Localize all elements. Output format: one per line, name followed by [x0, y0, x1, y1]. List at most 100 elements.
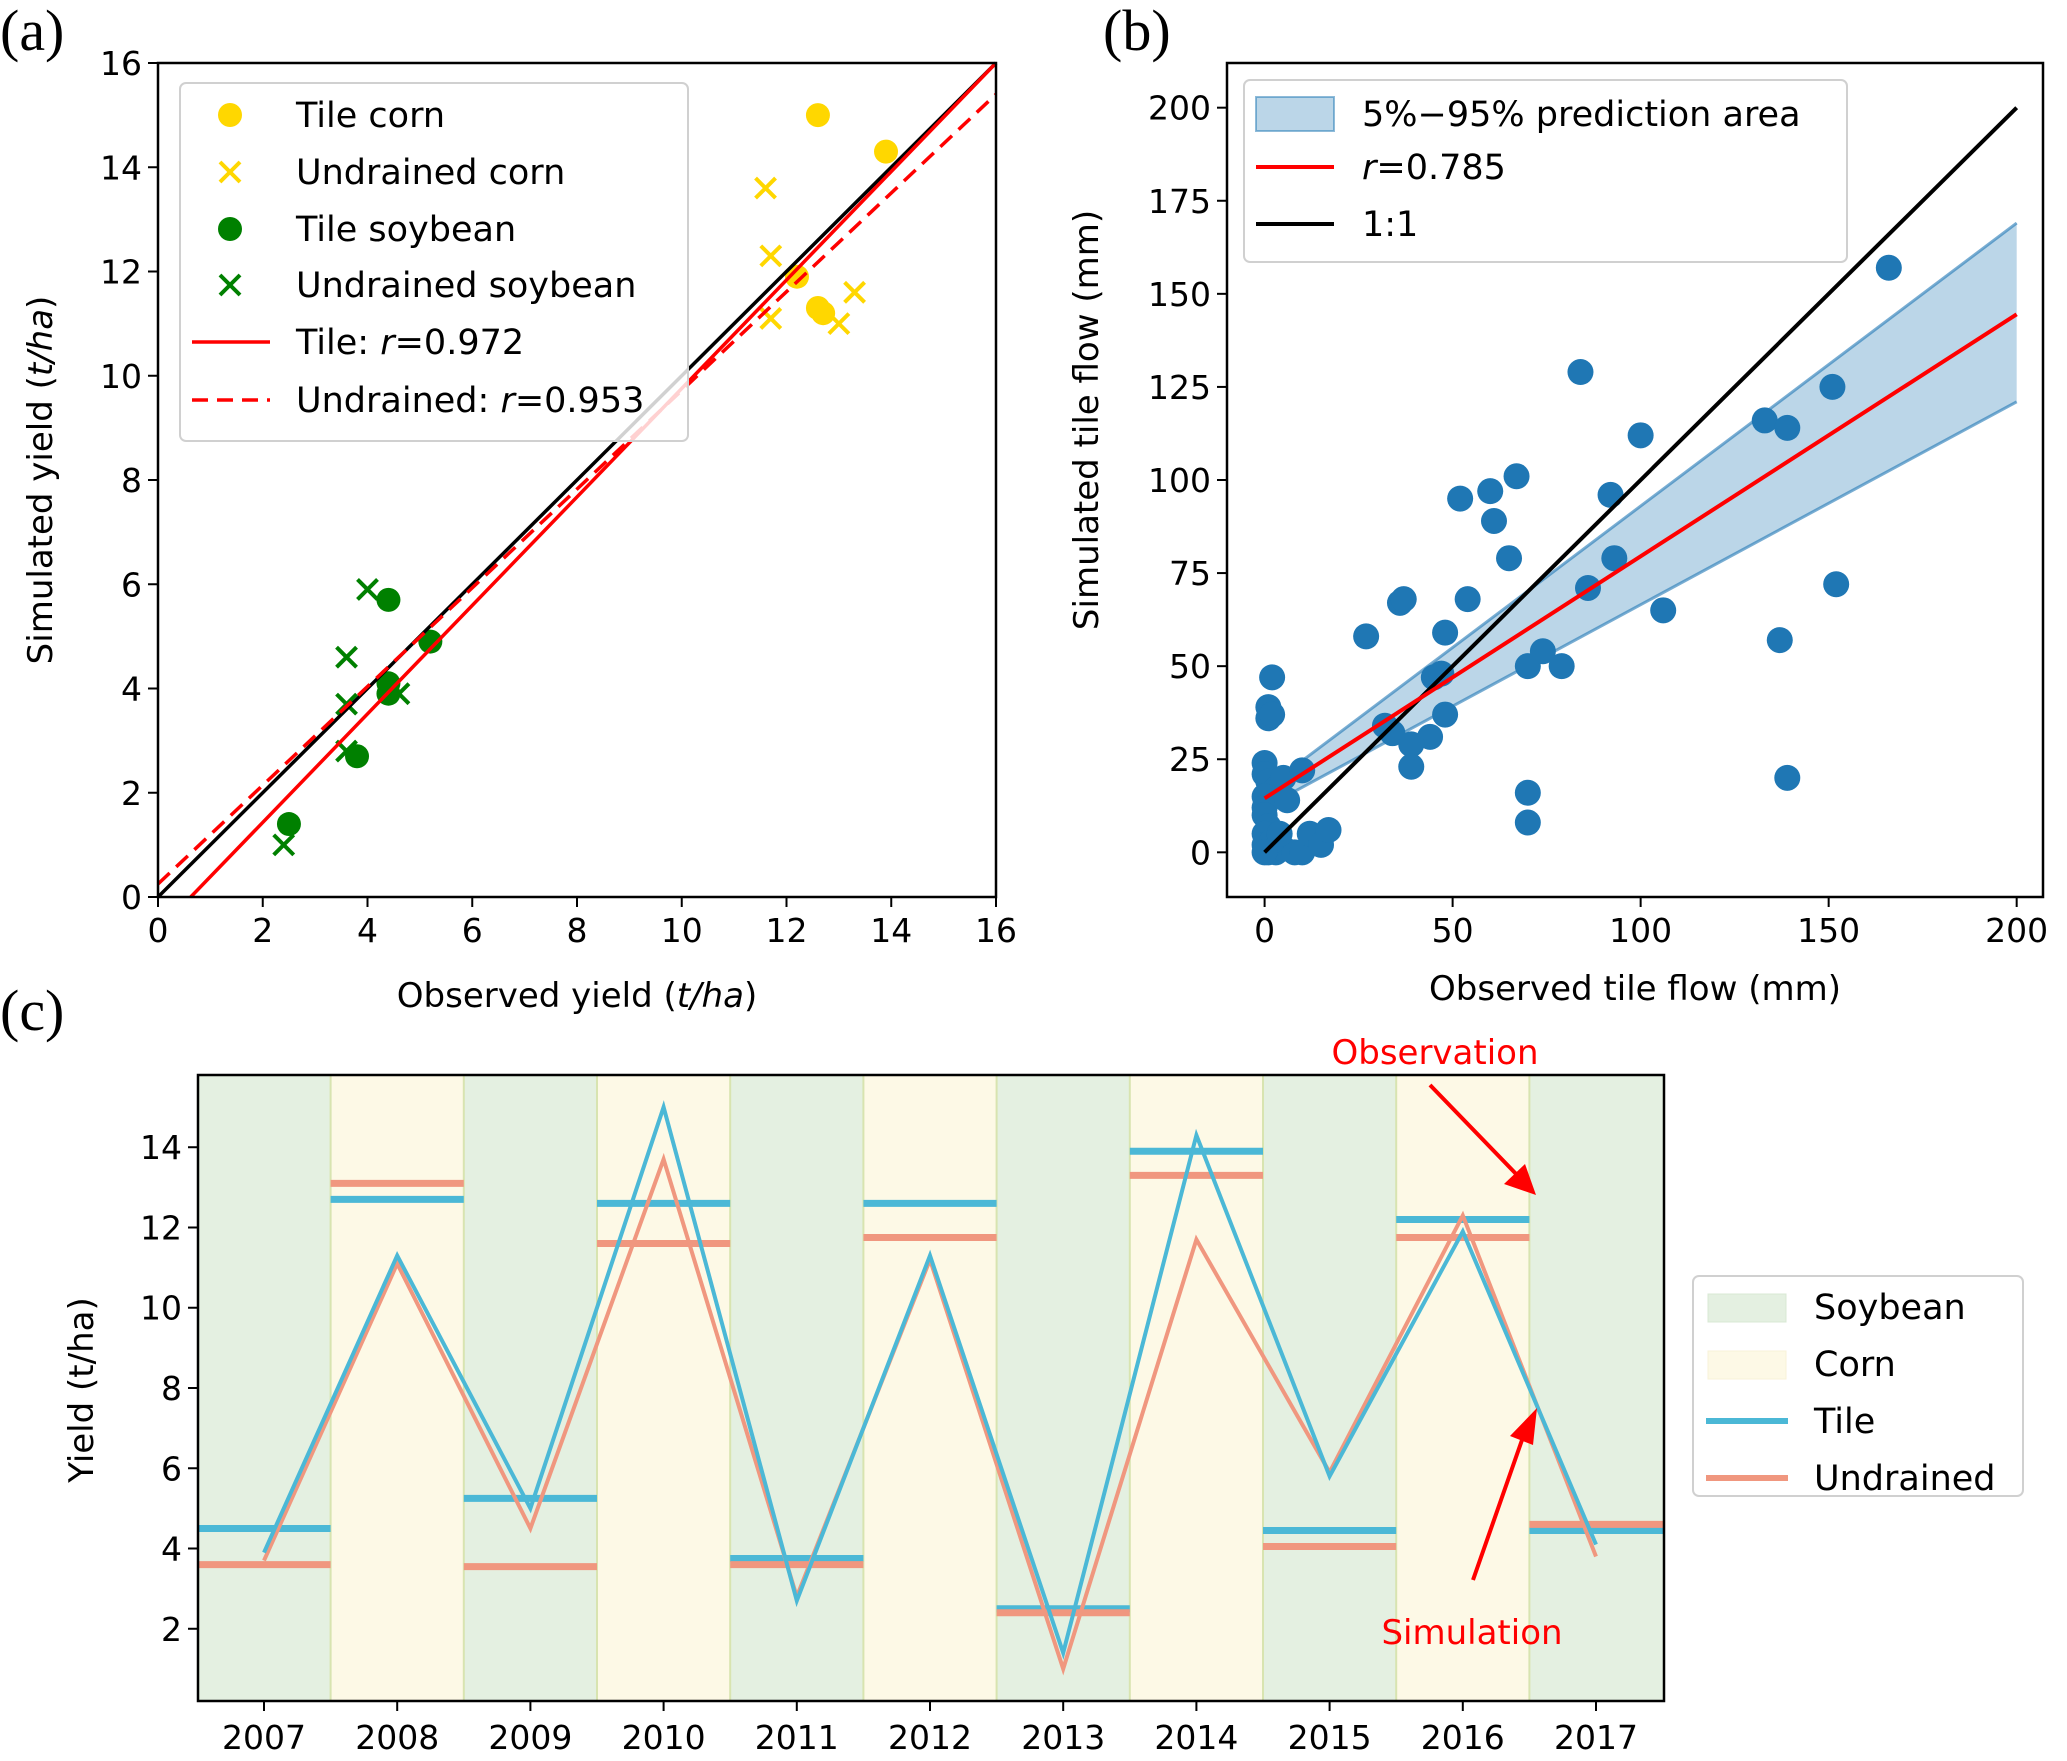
annotation-observation: Observation	[1331, 1033, 1538, 1073]
crop-band-corn	[863, 1075, 997, 1701]
panel-a-ytick-label: 0	[121, 878, 142, 917]
legend-swatch-soybean	[1707, 1293, 1787, 1323]
panel-b-line-fit	[1263, 312, 2018, 801]
panel-a-point-tile-soybean	[376, 587, 401, 612]
simulated-line-tile	[262, 1100, 1598, 1660]
crop-band-soybean	[1529, 1075, 1664, 1701]
panel-a-ytick-label: 6	[121, 565, 142, 604]
legend-marker-tile-soybean	[218, 217, 242, 241]
panel-label-c: (c)	[0, 978, 64, 1043]
panel-c-ytick-label: 8	[161, 1369, 182, 1408]
panel-b-point	[1454, 586, 1481, 613]
panel-a-xpoint-undrained-soybean-stroke2	[335, 739, 358, 763]
panel-b-scatter: 0 50 100 150 200 0 25 50 75 100 125 150 175 200 Obser…	[1067, 61, 2048, 1009]
panel-c-ytick-label: 2	[161, 1610, 182, 1649]
panel-b-point	[1390, 586, 1417, 613]
legend-marker-undrained-corn-stroke2	[218, 160, 242, 184]
prediction-band-upper	[1263, 221, 2018, 791]
legend-label: Tile soybean	[295, 210, 516, 250]
annotation-observation-arrowhead	[1504, 1164, 1536, 1195]
panel-b-xlabel: Observed tile flow (mm)	[1429, 969, 1841, 1009]
crop-band-soybean	[730, 1075, 864, 1701]
panel-b-point	[1480, 507, 1507, 534]
panel-a-xpoint-undrained-corn-stroke2	[754, 176, 777, 200]
panel-b-point	[1514, 779, 1541, 806]
panel-b-xtick-label: 0	[1254, 911, 1275, 950]
panel-b-point	[1875, 254, 1902, 281]
panel-b-ytick-label: 150	[1148, 275, 1211, 314]
panel-c-ytick-label: 6	[161, 1449, 182, 1488]
panel-b-xtick-label: 50	[1432, 911, 1474, 950]
panel-a-xpoint-undrained-corn-stroke2	[759, 306, 783, 330]
panel-c-ytick-label: 12	[140, 1208, 182, 1247]
panel-b-point	[1353, 623, 1380, 650]
panel-c-xtick-label: 2015	[1288, 1718, 1372, 1757]
panel-c-xtick-label: 2012	[888, 1718, 972, 1757]
crop-band-corn	[597, 1075, 731, 1701]
panel-a-xtick-label: 16	[975, 911, 1017, 950]
panel-c-xtick-label: 2010	[622, 1718, 706, 1757]
panel-b-point	[1259, 664, 1286, 691]
panel-a-xtick-label: 2	[252, 911, 273, 950]
panel-b-ytick-label: 125	[1148, 368, 1211, 407]
legend-label: 1:1	[1362, 205, 1418, 245]
panel-a-line-tile-fit	[189, 61, 998, 899]
annotation-simulation-arrow	[1471, 1439, 1524, 1581]
panel-b-point	[1503, 463, 1530, 490]
panel-a-line-undrained-fit	[156, 93, 998, 886]
panel-b-ylabel: Simulated tile flow (mm)	[1067, 210, 1107, 630]
panel-c-xtick-label: 2009	[488, 1718, 572, 1757]
panel-c-legend: Soybean Corn Tile Undrained	[1692, 1275, 2024, 1499]
panel-a-ytick-label: 12	[100, 253, 142, 292]
panel-c-xtick-label: 2008	[355, 1718, 439, 1757]
panel-b-point	[1496, 545, 1523, 572]
annotation-simulation-arrowhead	[1510, 1408, 1537, 1445]
panel-b-ytick-label: 200	[1148, 89, 1211, 128]
panel-b-point	[1766, 627, 1793, 654]
panel-a-xtick-label: 10	[661, 911, 703, 950]
panel-a-ytick-label: 4	[121, 670, 142, 709]
panel-b-point	[1597, 481, 1624, 508]
panel-a-ylabel: Simulated yield (t/ha)	[21, 296, 61, 665]
panel-a-xpoint-undrained-soybean-stroke2	[356, 578, 379, 601]
panel-b-point	[1601, 545, 1628, 572]
panel-a-xtick-label: 12	[766, 911, 808, 950]
panel-a-xtick-label: 4	[357, 911, 378, 950]
legend-label: Undrained: r=0.953	[296, 381, 644, 421]
panel-b-point	[1567, 359, 1594, 386]
panel-b-point	[1432, 701, 1459, 728]
panel-a-xtick-label: 6	[462, 911, 483, 950]
panel-label-b: (b)	[1103, 0, 1171, 63]
panel-a-point-tile-corn	[805, 103, 830, 128]
legend-label: r=0.785	[1362, 148, 1506, 188]
crop-band-corn	[1396, 1075, 1530, 1701]
panel-label-a: (a)	[0, 0, 64, 63]
annotation-simulation: Simulation	[1381, 1613, 1562, 1653]
panel-c-ytick-label: 4	[161, 1530, 182, 1569]
legend-marker-tile-corn	[218, 103, 242, 127]
panel-c-ytick-label: 14	[140, 1128, 182, 1167]
panel-b-point	[1315, 816, 1342, 843]
crop-band-soybean	[463, 1075, 597, 1701]
panel-c-ytick-label: 10	[140, 1289, 182, 1328]
panel-b-point	[1548, 653, 1575, 680]
crop-band-soybean	[198, 1075, 331, 1701]
panel-b-point	[1823, 571, 1850, 598]
panel-a-ytick-label: 8	[121, 461, 142, 500]
legend-label: Soybean	[1814, 1288, 1966, 1328]
panel-c-xtick-label: 2016	[1421, 1718, 1505, 1757]
panel-b-xtick-label: 200	[1985, 911, 2048, 950]
panel-c-xtick-label: 2013	[1021, 1718, 1105, 1757]
panel-b-ytick-label: 75	[1169, 554, 1211, 593]
panel-a-point-tile-corn	[784, 264, 809, 289]
panel-b-xtick-label: 100	[1609, 911, 1672, 950]
panel-b-ytick-label: 0	[1190, 833, 1211, 872]
panel-a-xpoint-undrained-soybean-stroke2	[335, 645, 358, 669]
legend-label: Corn	[1814, 1345, 1896, 1385]
panel-b-point	[1774, 764, 1801, 791]
panel-b-point	[1514, 809, 1541, 836]
panel-b-point	[1447, 485, 1474, 512]
panel-a-xpoint-undrained-soybean-stroke2	[387, 682, 411, 706]
legend-label: Undrained corn	[296, 153, 565, 193]
legend-label: Tile corn	[295, 96, 445, 136]
